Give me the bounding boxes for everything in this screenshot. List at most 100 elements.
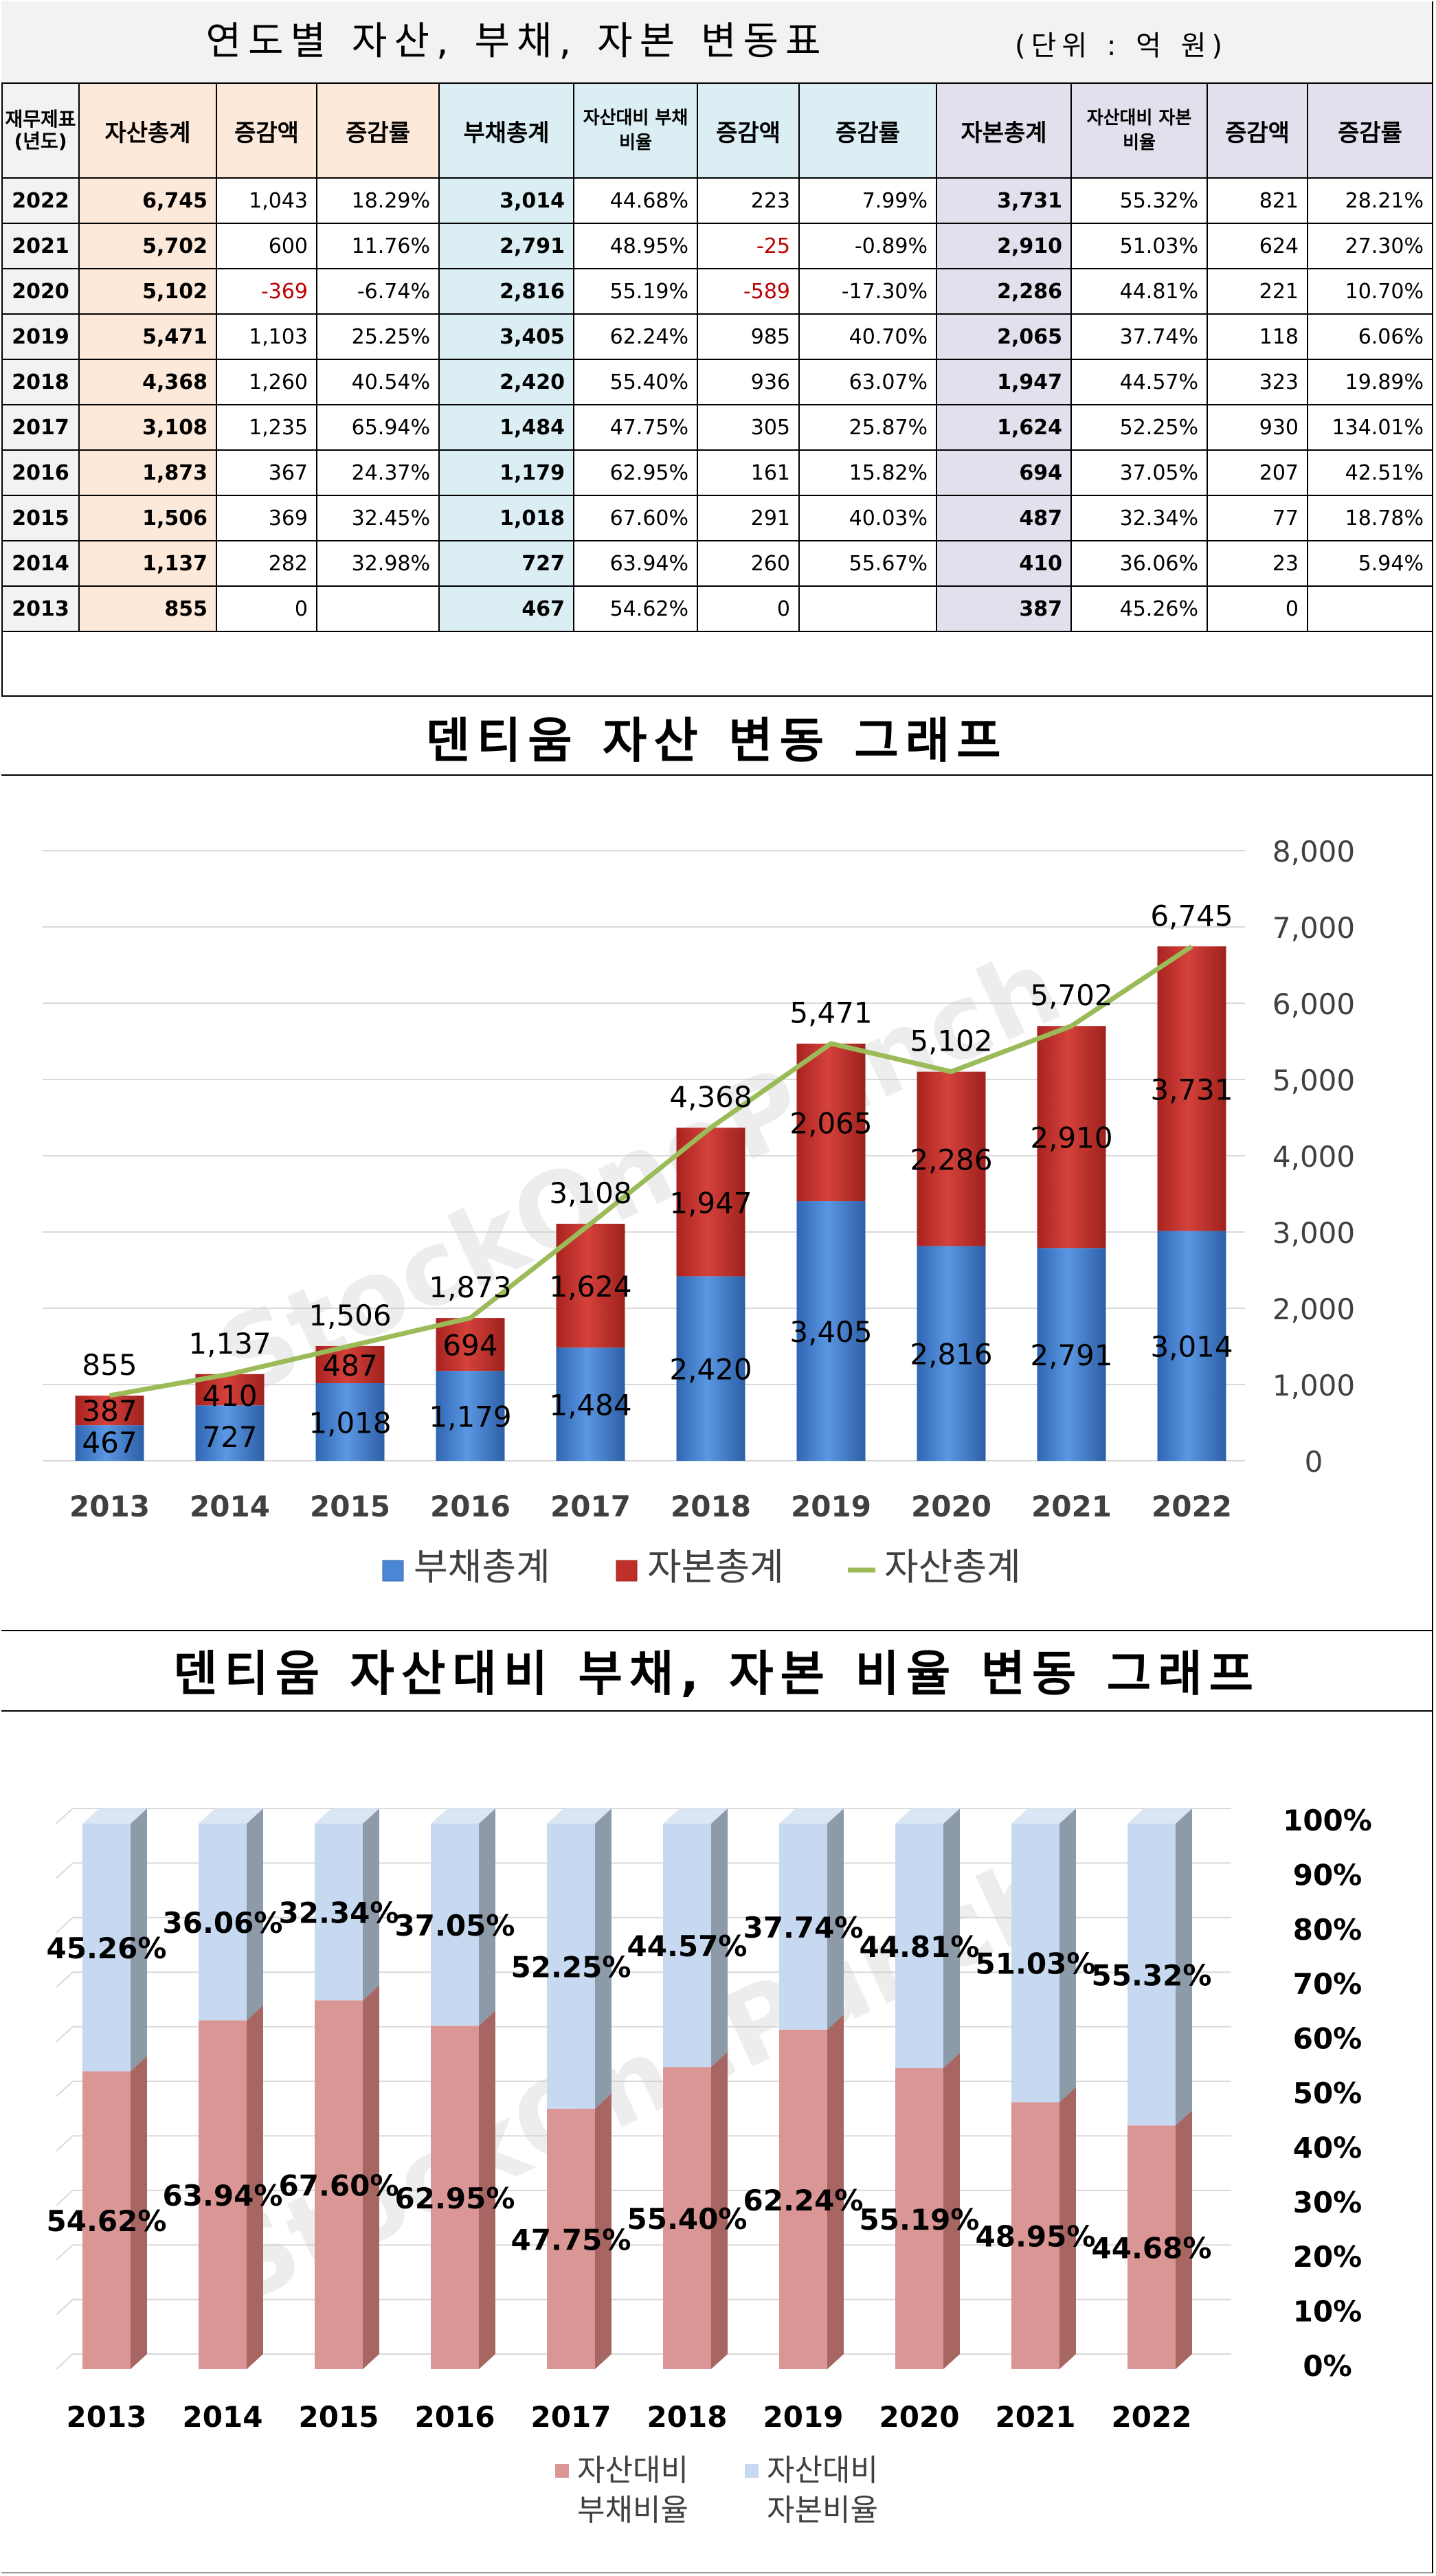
chart2-bar-cap [82, 1824, 131, 2072]
chart1-ytick-label: 5,000 [1272, 1064, 1355, 1097]
chart1-xtick-label: 2015 [310, 1490, 390, 1523]
chart2-legend-cap: 자산대비 자본비율 [767, 2453, 878, 2528]
header-cap-ratio: 자산대비 자본비율 [1070, 82, 1208, 179]
chart1-legend-liab-swatch [382, 1560, 404, 1582]
chart2-bar-cap [895, 1824, 943, 2068]
chart1-ytick-label: 0 [1305, 1445, 1323, 1479]
table-cell-cap-change: 207 [1207, 449, 1308, 496]
table-cell-liab-ratio: 62.24% [573, 313, 698, 360]
chart1-bar-cap [676, 1128, 745, 1277]
chart2-bar-cap [1011, 1824, 1059, 2103]
table-cell-cap-total: 2,286 [936, 268, 1072, 315]
table-cell-asset-rate: 32.98% [316, 540, 440, 587]
chart2-bar-liab [895, 2068, 943, 2369]
header-asset-rate: 증감률 [316, 82, 440, 179]
chart2-label-liab: 54.62% [47, 2204, 167, 2238]
chart2-xtick-label: 2013 [67, 2400, 147, 2434]
table-cell-cap-ratio: 32.34% [1070, 495, 1208, 541]
chart2-bar-cap [315, 1824, 363, 2001]
table-cell-cap-ratio: 51.03% [1070, 223, 1208, 269]
ratio-change-chart: 덴티움 자산대비 부채, 자본 비율 변동 그래프 0% 10% 20% 30% 40% 5… [1, 1646, 1432, 2528]
table-cell-asset-total: 855 [78, 585, 217, 632]
chart1-bar-cap [1037, 1026, 1106, 1248]
chart2-bar-top [895, 1808, 960, 1824]
table-cell-liab-total: 1,018 [438, 495, 574, 541]
table-cell-liab-change: 305 [697, 404, 800, 451]
chart1-label-cap: 1,624 [549, 1270, 631, 1303]
chart1-ytick-label: 2,000 [1272, 1292, 1355, 1326]
header-asset-change: 증감액 [216, 82, 317, 179]
chart1-xtick-label: 2019 [791, 1490, 871, 1523]
table-cell-liab-ratio: 44.68% [573, 177, 698, 224]
table-cell-cap-rate: 5.94% [1307, 540, 1433, 587]
chart1-label-asset: 3,108 [549, 1176, 631, 1210]
chart2-bar-top [779, 1808, 844, 1824]
table-cell-liab-rate: 7.99% [798, 177, 937, 224]
header-liab-change: 증감액 [697, 82, 800, 179]
chart2-ytick-label: 50% [1293, 2076, 1362, 2110]
table-cell-cap-rate: 28.21% [1307, 177, 1433, 224]
chart1-bar-liab [556, 1347, 625, 1461]
chart1-label-cap: 487 [322, 1349, 377, 1382]
table-cell-liab-rate: -0.89% [798, 223, 937, 269]
chart2-ytick-label: 10% [1293, 2295, 1362, 2329]
chart2-bar-liab-side [943, 2052, 960, 2369]
chart2-bar-liab [199, 2020, 247, 2369]
chart1-bar-cap [917, 1071, 986, 1246]
chart2-bar-liab [779, 2029, 827, 2369]
chart1-label-asset: 4,368 [669, 1080, 752, 1114]
chart2-gridline [56, 2298, 1231, 2316]
table-cell-asset-rate [316, 585, 440, 632]
chart2-bar-liab-side [827, 2014, 844, 2369]
table-cell-cap-rate: 134.01% [1307, 404, 1433, 451]
chart1-label-cap: 410 [202, 1379, 257, 1413]
table-row: 2016 1,873 367 24.37% 1,179 62.95% 161 15.82% 69… [1, 449, 1433, 496]
table-cell-liab-change: -589 [697, 268, 800, 315]
table-cell-liab-rate: 63.07% [798, 359, 937, 405]
table-cell-asset-rate: 18.29% [316, 177, 440, 224]
table-cell-cap-total: 3,731 [936, 177, 1072, 224]
table-cell-liab-rate: -17.30% [798, 268, 937, 315]
table-cell-liab-rate: 15.82% [798, 449, 937, 496]
chart2-bar-cap-side [247, 1808, 263, 2021]
chart2-label-liab: 62.95% [395, 2182, 515, 2215]
chart1-label-liab: 727 [202, 1420, 257, 1454]
chart1-xtick-label: 2018 [671, 1490, 751, 1523]
chart1-xtick-label: 2013 [69, 1490, 150, 1523]
table-cell-liab-total: 727 [438, 540, 574, 587]
table-cell-cap-change: 323 [1207, 359, 1308, 405]
chart1-label-cap: 1,947 [669, 1186, 752, 1220]
chart1-label-asset: 5,102 [910, 1024, 992, 1058]
chart1-bar-liab [75, 1425, 144, 1461]
table-row: 2014 1,137 282 32.98% 727 63.94% 260 55.67% 410 3… [1, 540, 1433, 587]
chart2-bar-liab [1128, 2125, 1176, 2369]
table-cell-cap-rate: 19.89% [1307, 359, 1433, 405]
chart2-ytick-label: 90% [1293, 1858, 1362, 1892]
chart2-gridline [56, 1971, 1231, 1988]
table-cell-asset-rate: -6.74% [316, 268, 440, 315]
chart2-label-liab: 55.19% [860, 2203, 980, 2237]
table-cell-asset-rate: 11.76% [316, 223, 440, 269]
chart1-label-asset: 1,873 [429, 1270, 511, 1304]
table-cell-cap-ratio: 37.05% [1070, 449, 1208, 496]
table-cell-asset-change: 369 [216, 495, 317, 541]
chart1-bar-liab [1157, 1231, 1226, 1461]
chart2-gridline [56, 2026, 1231, 2043]
chart1-ytick-label: 3,000 [1272, 1216, 1355, 1250]
chart2-bar-liab-side [711, 2052, 728, 2369]
chart2-bar-cap-side [1176, 1808, 1192, 2126]
chart2-bar-cap-side [1059, 1808, 1076, 2103]
chart1-label-liab: 2,816 [910, 1338, 992, 1371]
chart1-xtick-label: 2022 [1152, 1490, 1232, 1523]
chart2-bar-top [431, 1808, 495, 1824]
chart2-label-cap: 52.25% [511, 1950, 631, 1984]
table-cell-asset-total: 1,506 [78, 495, 217, 541]
table-row: 2015 1,506 369 32.45% 1,018 67.60% 291 40.03% 48… [1, 495, 1433, 541]
chart1-label-liab: 3,014 [1150, 1330, 1233, 1364]
table-cell-asset-total: 4,368 [78, 359, 217, 405]
chart2-ytick-label: 20% [1293, 2240, 1362, 2274]
chart2-bar-liab-side [595, 2093, 612, 2369]
table-cell-asset-total: 5,102 [78, 268, 217, 315]
table-cell-cap-change: 77 [1207, 495, 1308, 541]
chart2-bar-cap-side [479, 1808, 495, 2026]
